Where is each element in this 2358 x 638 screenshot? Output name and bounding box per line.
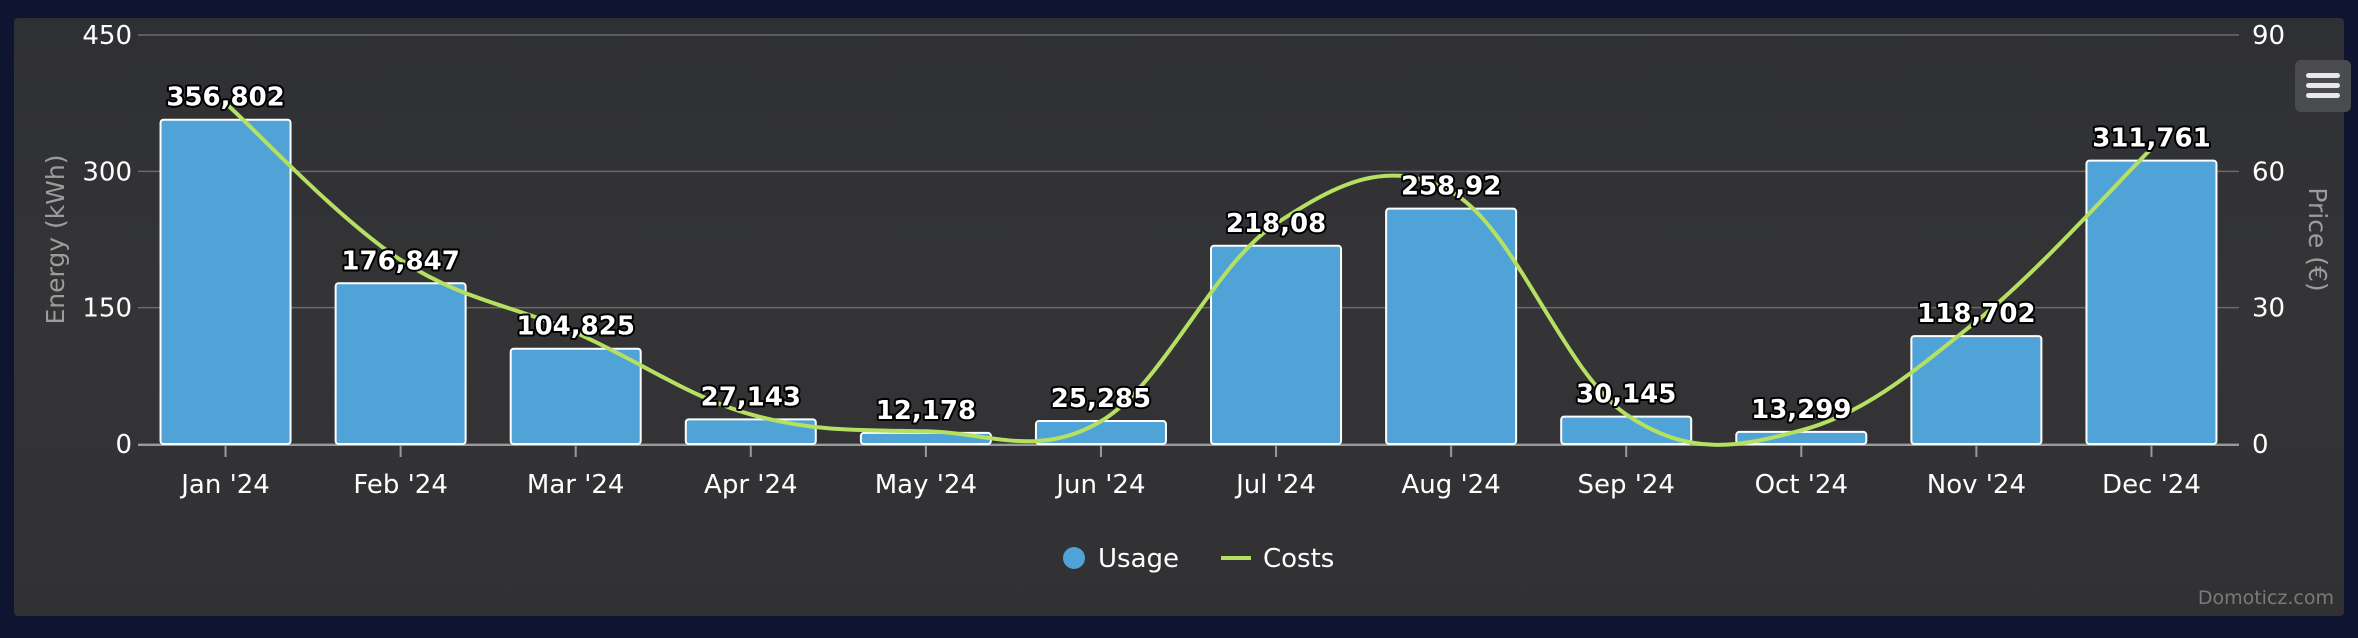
chart-panel: 0 0 150 30 300 60 450 90 Energy (kWh) Price (€) Ja… (14, 18, 2351, 616)
x-tick-label: May '24 (875, 470, 977, 500)
legend[interactable]: Usage Costs (1063, 544, 1334, 574)
legend-usage-label[interactable]: Usage (1098, 544, 1179, 574)
x-tick-label: Mar '24 (527, 470, 625, 500)
usage-bar[interactable] (159, 118, 292, 445)
energy-cost-chart: 0 0 150 30 300 60 450 90 Energy (kWh) Price (€) Ja… (41, 21, 2334, 609)
y-right-tick-label: 90 (2252, 21, 2285, 51)
y-right-tick-label: 30 (2252, 294, 2285, 324)
bar-data-label: 311,761 (2092, 124, 2210, 154)
bar-data-label: 356,802 (166, 83, 284, 113)
x-tick-label: Oct '24 (1755, 470, 1848, 500)
costs-line[interactable] (224, 101, 2153, 447)
usage-bar[interactable] (1560, 415, 1693, 445)
bar-data-label: 13,299 (1751, 395, 1851, 425)
y-left-tick-label: 0 (115, 430, 132, 460)
usage-bars (159, 118, 2218, 446)
usage-bar[interactable] (509, 347, 642, 445)
bar-data-label: 30,145 (1576, 380, 1676, 410)
x-tick-label: Jan '24 (179, 470, 270, 500)
bar-data-label: 176,847 (341, 246, 459, 276)
x-tick-label: Nov '24 (1927, 470, 2026, 500)
bar-data-label: 258,92 (1401, 172, 1501, 202)
y-left-axis-title: Energy (kWh) (41, 154, 70, 324)
y-left-tick-label: 450 (82, 21, 132, 51)
usage-bar[interactable] (1910, 335, 2043, 445)
usage-bar[interactable] (684, 418, 817, 445)
legend-usage-marker (1063, 547, 1085, 569)
menu-icon-bar (2306, 83, 2340, 88)
y-left-tick-label: 300 (82, 157, 132, 187)
bar-data-label: 12,178 (876, 396, 976, 426)
bar-data-label: 118,702 (1917, 299, 2035, 329)
menu-icon-bar (2306, 93, 2340, 98)
legend-costs-label[interactable]: Costs (1263, 544, 1334, 574)
y-left-tick-label: 150 (82, 294, 132, 324)
x-tick-label: Sep '24 (1577, 470, 1675, 500)
y-right-axis-title: Price (€) (2303, 187, 2332, 291)
usage-bar[interactable] (1210, 244, 1343, 445)
costs-line-layer (224, 101, 2153, 447)
bar-data-label: 27,143 (701, 382, 801, 412)
axes: 0 0 150 30 300 60 450 90 Energy (kWh) Price (€) Ja… (41, 21, 2332, 500)
usage-bar[interactable] (334, 282, 467, 445)
x-tick-label: Jun '24 (1054, 470, 1145, 500)
usage-bar[interactable] (2085, 159, 2218, 445)
x-tick-label: Jul '24 (1234, 470, 1316, 500)
x-tick-label: Feb '24 (353, 470, 448, 500)
bar-data-label: 218,08 (1226, 209, 1326, 239)
x-tick-label: Dec '24 (2102, 470, 2201, 500)
chart-menu-button[interactable] (2295, 60, 2351, 112)
data-labels: 356,802 176,847 104,825 27,143 12,178 25,285 2… (164, 81, 2212, 428)
x-tick-label: Aug '24 (1401, 470, 1500, 500)
bar-data-label: 25,285 (1051, 384, 1151, 414)
y-right-tick-label: 0 (2252, 430, 2269, 460)
menu-icon-bar (2306, 73, 2340, 78)
y-right-tick-label: 60 (2252, 157, 2285, 187)
credits-text[interactable]: Domoticz.com (2198, 587, 2334, 609)
usage-bar[interactable] (1385, 207, 1518, 445)
x-tick-label: Apr '24 (704, 470, 797, 500)
bar-data-label: 104,825 (516, 312, 634, 342)
